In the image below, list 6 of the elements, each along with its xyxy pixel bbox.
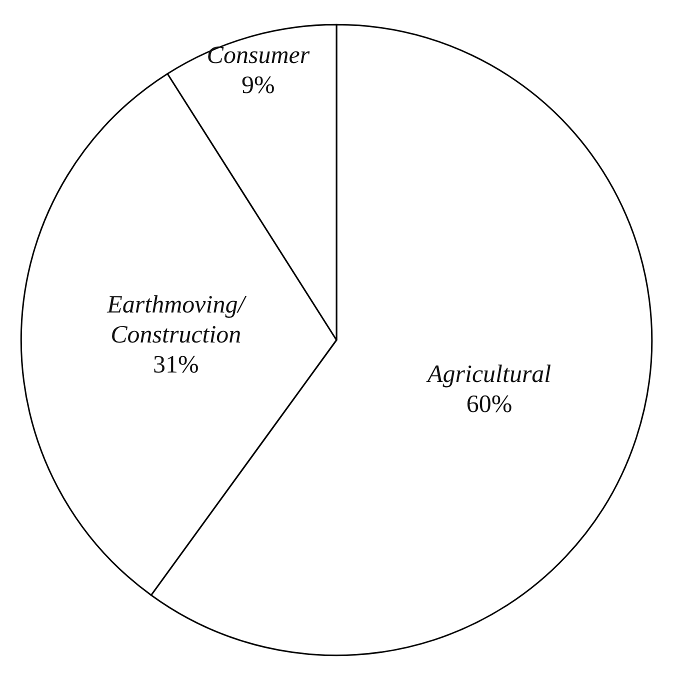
slice-label: Consumer xyxy=(206,42,310,69)
slice-label: Earthmoving/ Construction xyxy=(106,291,247,348)
data-label: 9% xyxy=(242,72,275,99)
data-label: 60% xyxy=(466,391,512,418)
data-label: 31% xyxy=(152,351,199,378)
slice-label: Agricultural xyxy=(426,361,552,388)
